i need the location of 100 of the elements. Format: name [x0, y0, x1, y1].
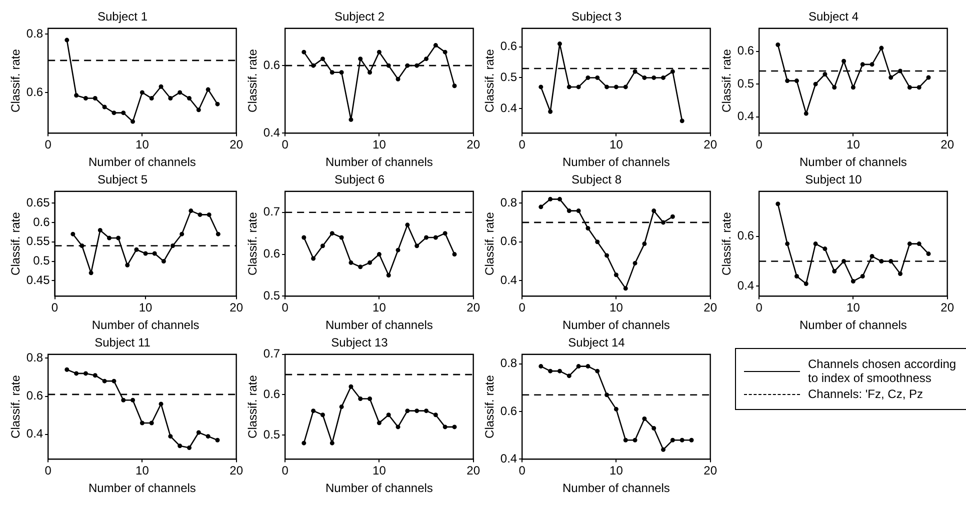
point [898, 68, 903, 74]
point [339, 70, 344, 75]
point [680, 118, 684, 124]
point [689, 438, 694, 442]
point [586, 226, 590, 231]
point [576, 84, 581, 90]
point [130, 119, 136, 124]
y-tick-label: 0.6 [26, 388, 44, 403]
y-tick-label: 0.6 [263, 58, 280, 72]
x-axis-title: Number of channels [88, 481, 196, 496]
point [178, 444, 182, 448]
y-tick-label: 0.6 [500, 404, 518, 418]
x-tick-label: 20 [466, 300, 480, 315]
point [158, 84, 164, 89]
point [396, 248, 400, 252]
point [311, 256, 316, 261]
point [433, 43, 438, 48]
point [794, 274, 799, 278]
point [538, 364, 544, 369]
x-axis-title: Number of channels [562, 155, 670, 170]
point [196, 430, 201, 435]
point [116, 236, 121, 240]
point [916, 242, 922, 246]
point [187, 96, 192, 101]
point [785, 242, 790, 246]
point [88, 270, 94, 276]
point [879, 259, 884, 264]
point [452, 424, 457, 430]
point [670, 69, 675, 74]
x-tick-label: 10 [846, 300, 860, 315]
x-tick-label: 0 [282, 300, 289, 315]
x-tick-label: 0 [44, 464, 52, 478]
y-tick-label: 0.5 [263, 288, 280, 303]
point [538, 84, 544, 90]
y-tick-label: 0.4 [737, 109, 754, 124]
point [405, 408, 410, 414]
point [442, 50, 448, 54]
x-axis-title: Number of channels [326, 318, 433, 332]
point [888, 259, 894, 264]
point [320, 56, 325, 62]
point [112, 378, 116, 384]
x-tick-label: 0 [51, 300, 58, 315]
y-tick-label: 0.5 [737, 76, 754, 90]
point [140, 90, 144, 95]
x-tick-label: 20 [704, 300, 718, 315]
x-tick-label: 10 [846, 138, 860, 152]
point [850, 278, 856, 284]
x-tick-label: 10 [136, 464, 150, 478]
x-tick-label: 10 [610, 464, 624, 478]
point [879, 46, 884, 50]
point [898, 271, 903, 276]
point [83, 371, 88, 376]
point [74, 371, 79, 376]
point [320, 244, 325, 248]
point [804, 281, 808, 286]
x-axis-title: Number of channels [800, 318, 907, 332]
point [140, 420, 144, 426]
x-tick-label: 20 [704, 138, 718, 152]
point [623, 438, 628, 442]
chart-title: Subject 13 [331, 336, 388, 350]
point [661, 447, 666, 452]
point [396, 424, 400, 430]
chart-title: Subject 8 [571, 172, 622, 187]
y-tick-label: 0.8 [500, 356, 518, 370]
point [794, 78, 799, 84]
point [216, 232, 220, 236]
point [604, 253, 610, 258]
point [106, 236, 112, 240]
point [396, 76, 400, 82]
point [302, 440, 306, 446]
point [424, 408, 429, 414]
x-tick-label: 10 [610, 138, 624, 152]
y-tick-label: 0.7 [263, 346, 280, 361]
point [642, 416, 647, 421]
point [215, 102, 220, 106]
point [652, 426, 656, 430]
point [121, 398, 126, 402]
y-tick-label: 0.6 [33, 214, 50, 229]
point [566, 374, 572, 378]
point [348, 117, 354, 122]
point [320, 412, 325, 418]
y-tick-label: 0.6 [26, 84, 44, 99]
point [832, 269, 837, 274]
legend-label: Channels: 'Fz, Cz, Pz [808, 387, 924, 401]
point [206, 434, 210, 439]
point [215, 438, 220, 442]
point [83, 96, 88, 101]
point [776, 42, 780, 48]
point [632, 260, 638, 266]
x-tick-label: 10 [372, 138, 386, 152]
point [557, 196, 562, 202]
point [386, 272, 391, 278]
point [776, 202, 780, 206]
point [168, 96, 173, 101]
point [348, 260, 354, 265]
point [907, 85, 912, 90]
point [348, 384, 354, 389]
y-axis-title: Classif. rate [8, 212, 23, 276]
point [586, 364, 590, 369]
y-axis-title: Classif. rate [720, 48, 734, 112]
